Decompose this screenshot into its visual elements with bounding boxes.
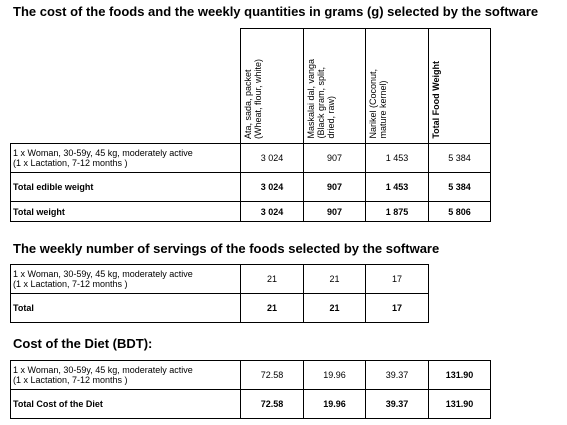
row-label: 1 x Woman, 30-59y, 45 kg, moderately act… bbox=[10, 360, 241, 390]
row-label: Total bbox=[10, 293, 241, 323]
table-cell: 17 bbox=[365, 293, 429, 323]
column-header-coconut: Narikel (Coconut, mature kernel) bbox=[365, 28, 429, 144]
table-cell: 72.58 bbox=[240, 389, 304, 419]
table-cell: 907 bbox=[303, 201, 366, 222]
table-cell: 3 024 bbox=[240, 143, 304, 173]
table-cell: 3 024 bbox=[240, 172, 304, 202]
table-cell: 1 875 bbox=[365, 201, 429, 222]
table-cell: 5 806 bbox=[428, 201, 491, 222]
table-cell: 17 bbox=[365, 264, 429, 294]
table-cell: 3 024 bbox=[240, 201, 304, 222]
diet-cost-table: 1 x Woman, 30-59y, 45 kg, moderately act… bbox=[10, 360, 491, 419]
row-label: Total weight bbox=[10, 201, 241, 222]
table-cell: 19.96 bbox=[303, 360, 366, 390]
table-cell: 19.96 bbox=[303, 389, 366, 419]
table-row: Total weight 3 024 907 1 875 5 806 bbox=[10, 201, 491, 222]
row-label: 1 x Woman, 30-59y, 45 kg, moderately act… bbox=[10, 264, 241, 294]
table-row: 1 x Woman, 30-59y, 45 kg, moderately act… bbox=[10, 264, 429, 294]
weekly-quantities-table: Ata, sada, packet (Wheat, flour, white) … bbox=[10, 28, 491, 222]
table-cell: 907 bbox=[303, 143, 366, 173]
servings-section-title: The weekly number of servings of the foo… bbox=[13, 241, 440, 256]
table-cell: 21 bbox=[240, 293, 304, 323]
column-header-black-gram: Maskalai dal, vanga (Black gram, split, … bbox=[303, 28, 366, 144]
weekly-servings-table: 1 x Woman, 30-59y, 45 kg, moderately act… bbox=[10, 264, 429, 323]
table-cell: 21 bbox=[303, 293, 366, 323]
diet-cost-section-title: Cost of the Diet (BDT): bbox=[13, 336, 153, 351]
table-cell: 21 bbox=[303, 264, 366, 294]
header-blank-cell bbox=[10, 28, 241, 144]
row-label: 1 x Woman, 30-59y, 45 kg, moderately act… bbox=[10, 143, 241, 173]
row-label: Total edible weight bbox=[10, 172, 241, 202]
table-row: 1 x Woman, 30-59y, 45 kg, moderately act… bbox=[10, 360, 491, 390]
table-cell: 72.58 bbox=[240, 360, 304, 390]
table-cell: 5 384 bbox=[428, 172, 491, 202]
quantities-section-title: The cost of the foods and the weekly qua… bbox=[13, 4, 539, 19]
table-row: Total 21 21 17 bbox=[10, 293, 429, 323]
column-header-wheat-flour: Ata, sada, packet (Wheat, flour, white) bbox=[240, 28, 304, 144]
table-row: 1 x Woman, 30-59y, 45 kg, moderately act… bbox=[10, 143, 491, 173]
table-cell: 1 453 bbox=[365, 143, 429, 173]
table-cell: 907 bbox=[303, 172, 366, 202]
table-cell: 5 384 bbox=[428, 143, 491, 173]
table-header-row: Ata, sada, packet (Wheat, flour, white) … bbox=[10, 28, 491, 144]
table-cell: 1 453 bbox=[365, 172, 429, 202]
table-cell: 131.90 bbox=[428, 360, 491, 390]
table-cell: 39.37 bbox=[365, 360, 429, 390]
row-label: Total Cost of the Diet bbox=[10, 389, 241, 419]
column-header-total-food-weight: Total Food Weight bbox=[428, 28, 491, 144]
table-cell: 39.37 bbox=[365, 389, 429, 419]
table-row: Total edible weight 3 024 907 1 453 5 38… bbox=[10, 172, 491, 202]
table-cell: 21 bbox=[240, 264, 304, 294]
table-row: Total Cost of the Diet 72.58 19.96 39.37… bbox=[10, 389, 491, 419]
table-cell: 131.90 bbox=[428, 389, 491, 419]
